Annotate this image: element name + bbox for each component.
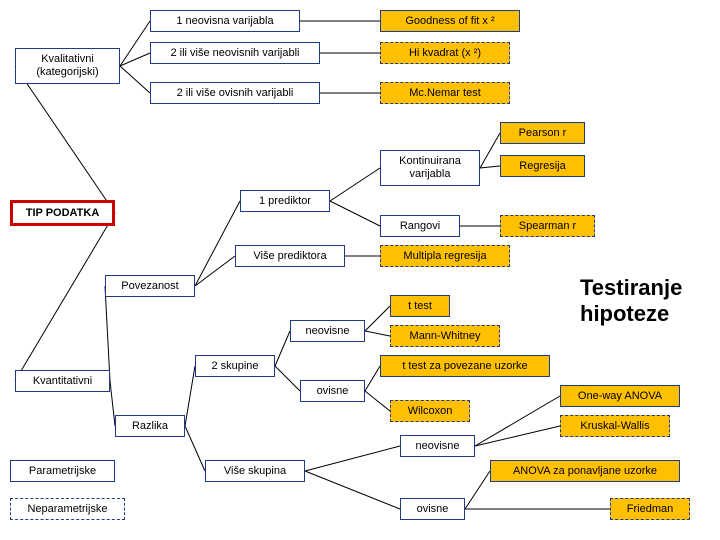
node-friedman: Friedman [610, 498, 690, 520]
node-multireg: Multipla regresija [380, 245, 510, 267]
edge-visskup-ov2 [305, 471, 400, 509]
node-mannw: Mann-Whitney [390, 325, 500, 347]
node-pred1: 1 prediktor [240, 190, 330, 212]
node-pearson: Pearson r [500, 122, 585, 144]
node-kvant: Kvantitativni [15, 370, 110, 392]
edge-neov1-ttest [365, 306, 390, 331]
node-oneanova: One-way ANOVA [560, 385, 680, 407]
node-param: Parametrijske [10, 460, 115, 482]
edge-kval-n1 [120, 21, 150, 66]
node-n4: Hi kvadrat (x ²) [380, 42, 510, 64]
edge-razlika-skup2 [185, 366, 195, 426]
node-n2: Goodness of fit x ² [380, 10, 520, 32]
node-neov1: neovisne [290, 320, 365, 342]
node-n3: 2 ili više neovisnih varijabli [150, 42, 320, 64]
edge-kval-n3 [120, 53, 150, 66]
node-tip: TIP PODATKA [10, 200, 115, 226]
edge-kontvar-pearson [480, 133, 500, 168]
edge-povez-vispred [195, 256, 235, 286]
node-ov2: ovisne [400, 498, 465, 520]
node-n1: 1 neovisna varijabla [150, 10, 300, 32]
edge-neov1-mannw [365, 331, 390, 336]
edge-skup2-ov1 [275, 366, 300, 391]
edge-tip-kvant [15, 213, 115, 381]
edge-pred1-kontvar [330, 168, 380, 201]
node-povez: Povezanost [105, 275, 195, 297]
node-razlika: Razlika [115, 415, 185, 437]
edge-ov1-wilcoxon [365, 391, 390, 411]
node-n5: 2 ili više ovisnih varijabli [150, 82, 320, 104]
edge-razlika-visskup [185, 426, 205, 471]
node-regresija: Regresija [500, 155, 585, 177]
node-skup2: 2 skupine [195, 355, 275, 377]
node-wilcoxon: Wilcoxon [390, 400, 470, 422]
node-visskup: Više skupina [205, 460, 305, 482]
node-neparam: Neparametrijske [10, 498, 125, 520]
node-anovapon: ANOVA za ponavljane uzorke [490, 460, 680, 482]
diagram-title: Testiranje hipoteze [580, 275, 720, 327]
node-n6: Mc.Nemar test [380, 82, 510, 104]
edge-skup2-neov1 [275, 331, 290, 366]
node-spearman: Spearman r [500, 215, 595, 237]
node-ov1: ovisne [300, 380, 365, 402]
edge-neov2-oneanova [475, 396, 560, 446]
edge-visskup-neov2 [305, 446, 400, 471]
edge-ov1-ttestpov [365, 366, 380, 391]
edge-kontvar-regresija [480, 166, 500, 168]
node-kontvar: Kontinuirana varijabla [380, 150, 480, 186]
edge-pred1-rangovi [330, 201, 380, 226]
node-ttestpov: t test za povezane uzorke [380, 355, 550, 377]
node-ttest: t test [390, 295, 450, 317]
node-neov2: neovisne [400, 435, 475, 457]
edge-kval-n5 [120, 66, 150, 93]
node-kval: Kvalitativni (kategorijski) [15, 48, 120, 84]
edge-ov2-anovapon [465, 471, 490, 509]
node-vispred: Više prediktora [235, 245, 345, 267]
node-rangovi: Rangovi [380, 215, 460, 237]
edge-kvant-povez [105, 286, 110, 381]
edge-povez-pred1 [195, 201, 240, 286]
edge-tip-kval [15, 66, 115, 213]
node-kruskal: Kruskal-Wallis [560, 415, 670, 437]
edge-neov2-kruskal [475, 426, 560, 446]
